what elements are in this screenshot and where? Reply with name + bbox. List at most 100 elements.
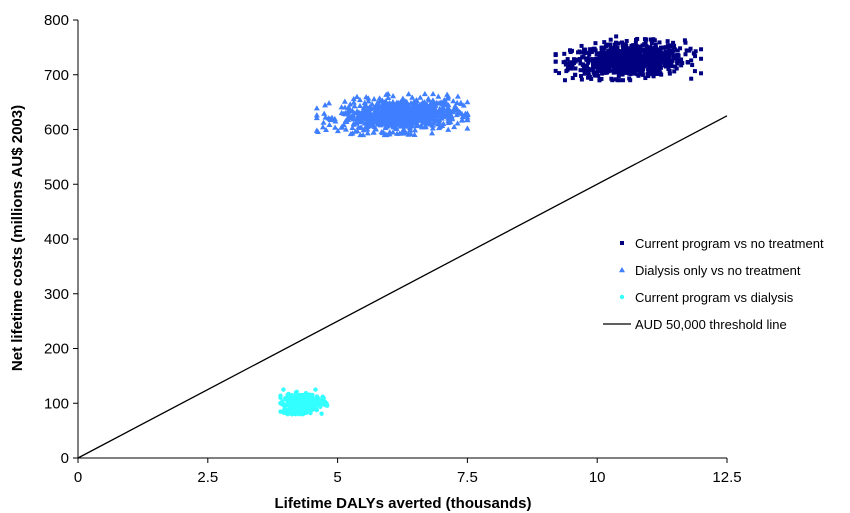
data-point <box>603 65 608 70</box>
data-point <box>364 130 371 136</box>
data-point <box>586 70 591 75</box>
data-point <box>430 119 437 126</box>
data-point <box>586 66 591 71</box>
data-point <box>607 42 612 47</box>
data-point <box>596 66 601 71</box>
data-point <box>393 116 400 122</box>
data-point <box>382 98 389 104</box>
data-point <box>651 56 656 61</box>
axes: 0 100 200 300 400 500 600 700 800 0 2.5 5 7.5 10 12.5 <box>44 12 742 486</box>
data-point <box>374 118 381 124</box>
data-point <box>407 100 414 106</box>
data-point <box>605 62 610 67</box>
data-point <box>668 44 673 49</box>
data-point <box>562 78 567 83</box>
data-point <box>459 117 466 123</box>
data-point <box>643 63 648 68</box>
data-point <box>398 115 405 122</box>
data-point <box>637 51 642 56</box>
x-tick-label: 12.5 <box>712 469 741 486</box>
data-point <box>638 69 643 74</box>
data-point <box>644 37 649 42</box>
data-point <box>626 62 631 67</box>
data-point <box>319 411 324 416</box>
data-point <box>430 115 437 122</box>
data-point <box>670 51 675 56</box>
data-point <box>385 94 392 100</box>
data-point <box>450 98 457 104</box>
data-point <box>640 72 645 77</box>
data-point <box>652 65 657 70</box>
data-point <box>570 76 575 81</box>
data-point <box>590 58 595 63</box>
data-point <box>322 102 329 108</box>
data-point <box>682 38 687 43</box>
data-point <box>649 64 654 69</box>
data-point <box>420 119 427 125</box>
data-point <box>623 42 628 47</box>
legend-label: AUD 50,000 threshold line <box>635 317 787 332</box>
data-point <box>646 62 651 67</box>
data-point <box>664 50 669 55</box>
data-point <box>365 98 372 104</box>
data-point <box>656 68 661 73</box>
data-point <box>612 62 617 67</box>
data-point <box>654 58 659 63</box>
data-point <box>604 70 609 75</box>
data-point <box>655 47 660 52</box>
data-point <box>409 94 416 100</box>
data-point <box>666 58 671 63</box>
series-1 <box>553 34 704 83</box>
data-point <box>404 115 411 122</box>
data-point <box>296 406 302 412</box>
data-point <box>573 72 578 77</box>
data-point <box>380 116 387 122</box>
data-point <box>366 104 373 110</box>
data-point <box>393 125 400 132</box>
data-point <box>667 49 672 54</box>
data-point <box>367 118 374 125</box>
data-point <box>613 68 618 73</box>
data-point <box>684 48 689 53</box>
data-point <box>322 114 329 120</box>
data-point <box>579 74 584 79</box>
data-point <box>615 70 620 75</box>
data-point <box>665 44 670 49</box>
data-point <box>675 48 680 53</box>
data-point <box>646 72 651 77</box>
data-point <box>445 126 452 132</box>
data-point <box>629 51 634 56</box>
data-point <box>579 43 584 48</box>
data-point <box>592 71 597 76</box>
data-point <box>582 50 587 55</box>
data-point <box>384 120 391 126</box>
x-tick-label: 0 <box>74 469 82 486</box>
data-point <box>345 106 352 112</box>
data-point <box>464 116 471 122</box>
data-point <box>633 57 638 62</box>
data-point <box>586 75 591 80</box>
data-point <box>622 51 627 56</box>
data-point <box>629 69 634 74</box>
data-point <box>636 58 641 63</box>
data-point <box>638 44 643 49</box>
data-point <box>449 115 456 121</box>
data-point <box>646 45 651 50</box>
data-point <box>653 42 658 47</box>
data-point <box>620 60 625 65</box>
data-point <box>326 121 333 128</box>
data-point <box>355 109 362 115</box>
legend-item: AUD 50,000 threshold line <box>603 317 787 332</box>
data-point <box>639 57 644 62</box>
data-point <box>349 124 356 131</box>
data-point <box>579 77 584 82</box>
data-point <box>589 76 594 81</box>
data-point <box>671 47 676 52</box>
y-tick-label: 0 <box>61 450 69 467</box>
data-point <box>353 93 360 99</box>
series-2 <box>313 90 471 138</box>
data-point <box>658 61 663 66</box>
data-point <box>392 112 399 118</box>
data-point <box>425 95 432 101</box>
